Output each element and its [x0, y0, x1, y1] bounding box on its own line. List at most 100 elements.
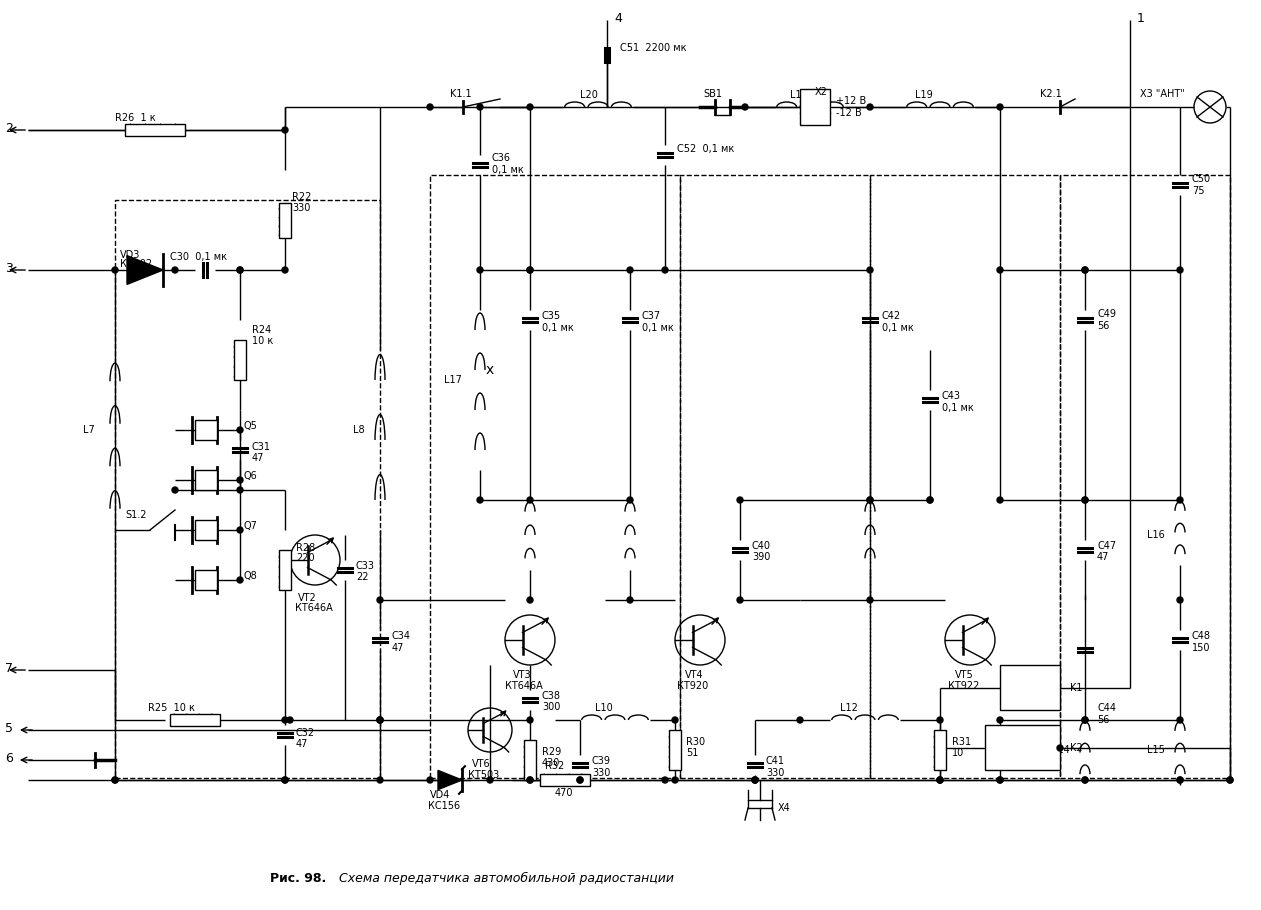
- Text: 56: 56: [1097, 321, 1110, 331]
- Circle shape: [237, 577, 243, 583]
- Text: R31: R31: [952, 737, 971, 747]
- Text: 47: 47: [296, 739, 309, 749]
- Bar: [170, 714, 219, 726]
- Text: C39: C39: [591, 756, 612, 766]
- Text: +12 В: +12 В: [836, 96, 866, 106]
- Circle shape: [527, 267, 533, 273]
- Bar: [195, 570, 217, 590]
- Circle shape: [1082, 777, 1088, 783]
- Circle shape: [427, 104, 433, 110]
- Text: Q8: Q8: [243, 571, 257, 581]
- Text: 2: 2: [5, 122, 13, 135]
- Bar: [525, 740, 536, 780]
- Circle shape: [1082, 267, 1088, 273]
- Circle shape: [282, 777, 288, 783]
- Text: 390: 390: [752, 552, 770, 562]
- Text: КС156: КС156: [427, 801, 460, 811]
- Bar: [195, 520, 217, 540]
- Circle shape: [282, 127, 288, 133]
- Text: R32: R32: [545, 761, 564, 771]
- Circle shape: [427, 777, 433, 783]
- Circle shape: [997, 717, 1002, 723]
- Bar: [870, 175, 1061, 778]
- Circle shape: [171, 267, 178, 273]
- Circle shape: [1177, 267, 1183, 273]
- Text: 75: 75: [1192, 186, 1204, 196]
- Text: КТ922: КТ922: [948, 681, 980, 691]
- Circle shape: [112, 777, 119, 783]
- Bar: [934, 730, 946, 770]
- Circle shape: [171, 487, 178, 493]
- Text: C36: C36: [492, 153, 511, 163]
- Circle shape: [1227, 777, 1233, 783]
- Text: 47: 47: [1097, 552, 1110, 562]
- Text: 7: 7: [5, 662, 13, 674]
- Polygon shape: [438, 771, 462, 790]
- Bar: [195, 420, 217, 440]
- Text: C48: C48: [1192, 631, 1211, 641]
- Text: 470: 470: [555, 788, 574, 798]
- Text: 5: 5: [5, 722, 13, 734]
- Bar: [195, 470, 217, 490]
- Text: Q7: Q7: [243, 521, 257, 531]
- Text: x: x: [485, 363, 494, 377]
- Circle shape: [527, 497, 533, 503]
- Circle shape: [937, 777, 943, 783]
- Text: C31: C31: [252, 442, 271, 452]
- Circle shape: [997, 104, 1002, 110]
- Circle shape: [1177, 777, 1183, 783]
- Bar: [1061, 175, 1229, 778]
- Text: 47: 47: [392, 643, 405, 653]
- Circle shape: [1177, 497, 1183, 503]
- Circle shape: [477, 267, 483, 273]
- Text: C35: C35: [542, 311, 561, 321]
- Circle shape: [377, 717, 383, 723]
- Text: Рис. 98.: Рис. 98.: [270, 872, 327, 885]
- Text: 51: 51: [686, 748, 699, 758]
- Text: Q5: Q5: [243, 421, 257, 431]
- Text: Q6: Q6: [243, 471, 257, 481]
- Text: X4: X4: [778, 803, 791, 813]
- Circle shape: [237, 427, 243, 433]
- Text: L19: L19: [915, 90, 933, 100]
- Circle shape: [112, 777, 119, 783]
- Text: L12: L12: [840, 703, 857, 713]
- Circle shape: [868, 267, 873, 273]
- Circle shape: [377, 717, 383, 723]
- Text: R30: R30: [686, 737, 705, 747]
- Text: 220: 220: [296, 553, 315, 563]
- Text: 10 к: 10 к: [252, 336, 274, 346]
- Text: C41: C41: [765, 756, 786, 766]
- Text: K1: K1: [1071, 683, 1082, 693]
- Circle shape: [377, 777, 383, 783]
- Bar: [670, 730, 681, 770]
- Circle shape: [578, 777, 583, 783]
- Circle shape: [282, 717, 288, 723]
- Text: Схема передатчика автомобильной радиостанции: Схема передатчика автомобильной радиоста…: [335, 872, 673, 885]
- Circle shape: [997, 777, 1002, 783]
- Text: C40: C40: [752, 541, 770, 551]
- Text: C51  2200 мк: C51 2200 мк: [620, 43, 686, 53]
- Bar: [799, 89, 830, 125]
- Circle shape: [927, 497, 933, 503]
- Text: C42: C42: [881, 311, 902, 321]
- Circle shape: [112, 267, 119, 273]
- Text: VT3: VT3: [513, 670, 532, 680]
- Circle shape: [527, 777, 533, 783]
- Circle shape: [527, 104, 533, 110]
- Text: X2: X2: [815, 87, 828, 97]
- Text: VT4: VT4: [685, 670, 704, 680]
- Circle shape: [1082, 777, 1088, 783]
- Circle shape: [868, 597, 873, 603]
- Circle shape: [282, 267, 288, 273]
- Text: C38: C38: [542, 691, 561, 701]
- Circle shape: [752, 777, 758, 783]
- Text: R29: R29: [542, 747, 561, 757]
- Text: C52  0,1 мк: C52 0,1 мк: [677, 144, 734, 154]
- Text: 1: 1: [1137, 12, 1145, 25]
- Text: 4: 4: [614, 12, 622, 25]
- Text: L10: L10: [595, 703, 613, 713]
- Circle shape: [237, 527, 243, 533]
- Text: 300: 300: [542, 702, 560, 712]
- Circle shape: [662, 267, 668, 273]
